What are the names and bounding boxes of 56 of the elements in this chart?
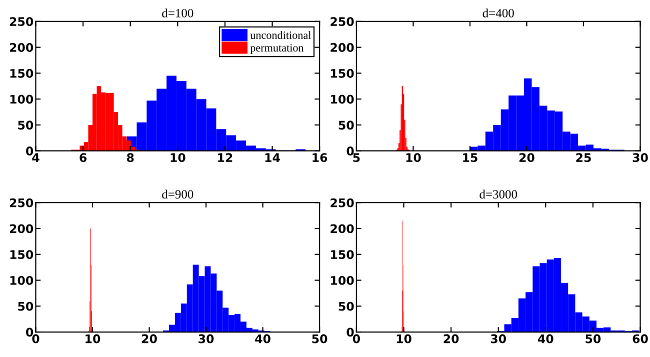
x-tick-label: 25 [576, 153, 591, 162]
x-tick-label: 20 [444, 334, 459, 344]
y-tick-label: 50 [338, 302, 354, 311]
x-tick-label: 0 [32, 334, 40, 344]
legend-label: permutation [250, 44, 304, 54]
y-tick-label: 250 [330, 198, 354, 208]
x-tick-label: 30 [490, 334, 506, 344]
y-tick-label: 50 [18, 302, 34, 311]
y-tick-label: 200 [330, 43, 354, 52]
y-tick-label: 250 [10, 198, 34, 208]
x-tick-label: 14 [265, 153, 280, 162]
y-tick-label: 100 [10, 276, 34, 285]
x-tick-label: 10 [396, 334, 412, 344]
y-tick-label: 150 [331, 68, 354, 78]
x-tick-label: 15 [463, 153, 478, 162]
y-tick-label: 0 [346, 328, 354, 337]
x-tick-label: 16 [312, 153, 328, 162]
y-tick-label: 100 [331, 94, 354, 104]
y-tick-label: 100 [331, 276, 354, 285]
y-tick-label: 250 [10, 17, 34, 26]
x-tick-label: 50 [586, 334, 601, 344]
x-tick-label: 40 [255, 334, 270, 344]
y-tick-label: 100 [10, 94, 34, 104]
x-tick-label: 60 [632, 334, 648, 344]
x-tick-label: 4 [32, 153, 40, 162]
y-tick-label: 250 [330, 17, 354, 26]
chart-title: d=100 [162, 8, 194, 18]
y-tick-label: 150 [10, 250, 34, 260]
x-tick-label: 50 [312, 334, 328, 344]
y-tick-label: 50 [338, 120, 354, 130]
x-tick-label: 8 [126, 153, 134, 162]
chart-title: d=3000 [480, 190, 518, 199]
y-tick-label: 0 [26, 328, 34, 337]
x-tick-label: 5 [353, 153, 360, 162]
x-tick-label: 10 [170, 153, 186, 162]
y-tick-label: 150 [331, 250, 354, 260]
y-tick-label: 200 [330, 224, 354, 234]
y-tick-label: 200 [10, 43, 34, 52]
x-tick-label: 10 [406, 153, 421, 162]
chart-title: d=400 [482, 8, 514, 18]
y-tick-label: 50 [18, 120, 34, 130]
x-tick-label: 30 [632, 153, 648, 162]
y-tick-label: 0 [26, 146, 34, 156]
x-tick-label: 40 [538, 334, 554, 344]
x-tick-label: 6 [80, 153, 87, 162]
x-tick-label: 12 [218, 153, 232, 162]
x-tick-label: 0 [352, 334, 360, 344]
y-tick-label: 200 [10, 224, 34, 234]
x-tick-label: 10 [86, 334, 100, 344]
y-tick-label: 0 [346, 146, 354, 156]
legend-label: unconditional [250, 31, 311, 39]
chart-title: d=900 [162, 190, 194, 199]
x-tick-label: 20 [142, 334, 157, 344]
x-tick-label: 30 [198, 334, 214, 344]
y-tick-label: 150 [10, 68, 34, 78]
x-tick-label: 20 [519, 153, 534, 162]
